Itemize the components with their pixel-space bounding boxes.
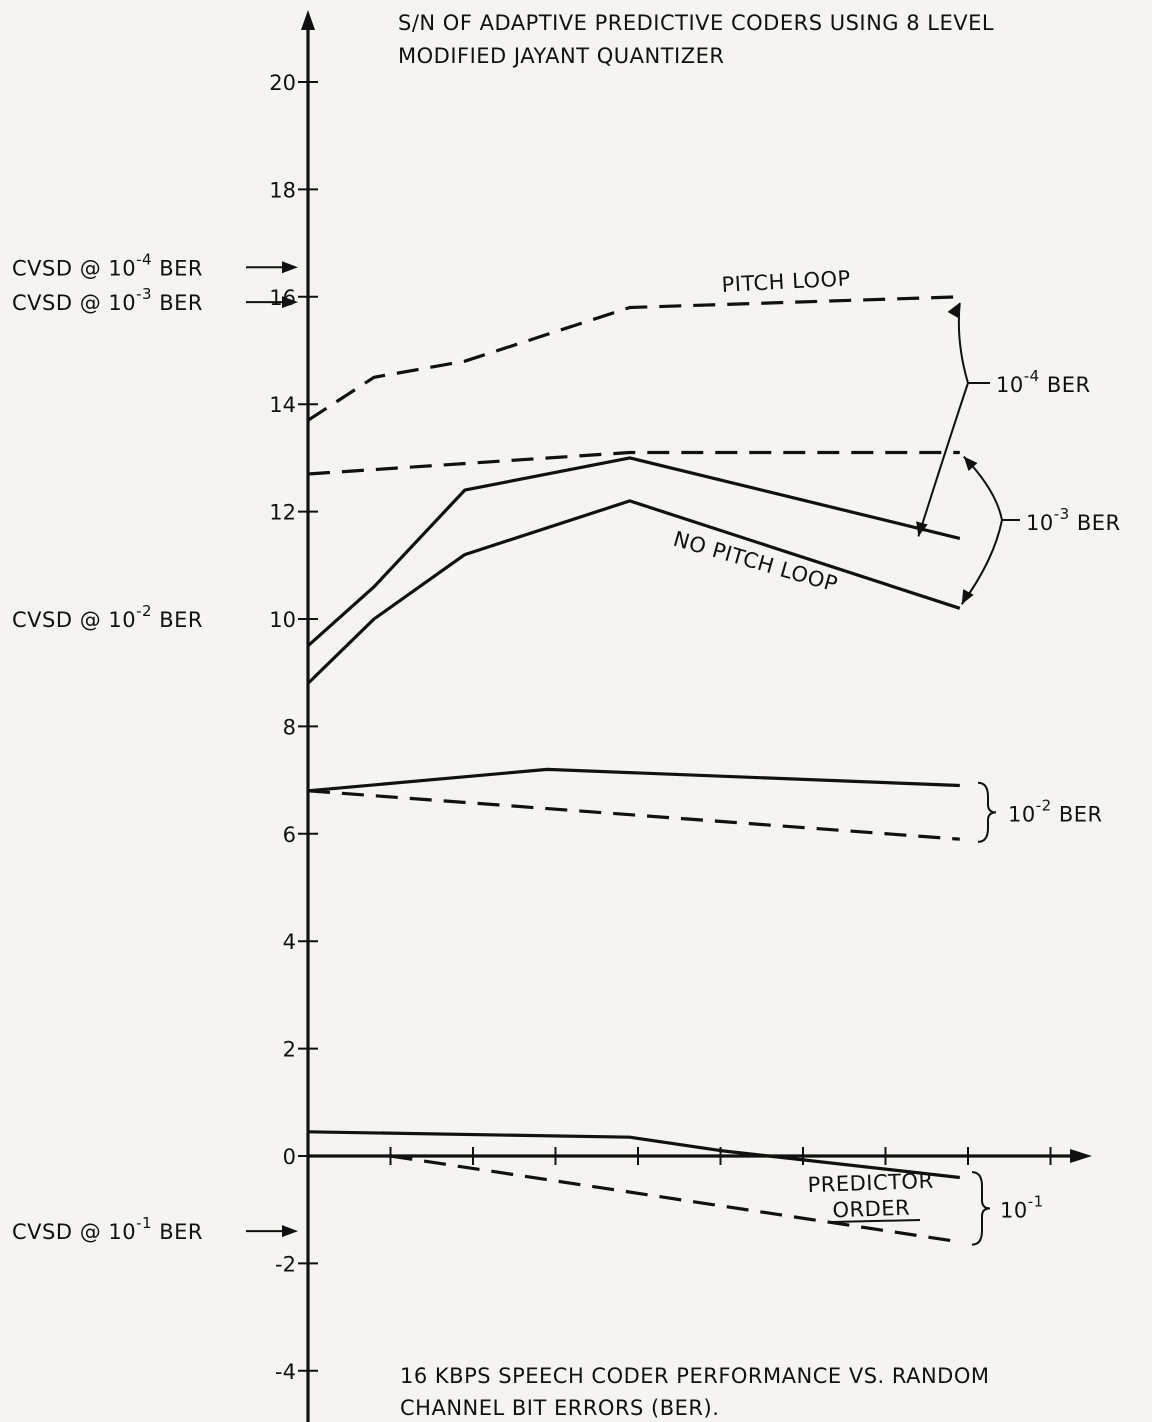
y-tick-label: 10 [269,608,296,632]
y-tick-label: -2 [275,1252,296,1276]
ber-group-label-3: 10-2 BER [1008,796,1103,826]
y-tick-label: 18 [269,178,296,202]
cvsd-marker-label-3: CVSD @ 10-2 BER [12,602,203,632]
chart-caption-line-2: CHANNEL BIT ERRORS (BER). [400,1396,719,1420]
y-tick-label: 2 [283,1038,296,1062]
x-axis-label-underline [831,1219,921,1223]
y-tick-label: 20 [269,71,296,95]
y-tick-label: 14 [269,393,296,417]
y-axis-arrow-icon [301,10,315,30]
ber-group-2-arrowhead-bottom-icon [961,589,974,605]
ber-group-4-brace [971,1171,991,1246]
cvsd-marker-arrowhead-icon-4 [282,1225,298,1238]
cvsd-marker-label-1: CVSD @ 10-4 BER [12,250,203,280]
y-tick-label: 4 [283,930,296,954]
y-tick-label: 8 [283,715,296,739]
series-line-8 [390,1154,961,1244]
chart-title-line-2: MODIFIED JAYANT QUANTIZER [398,44,724,68]
series-line-3 [307,450,960,476]
ber-group-label-2: 10-3 BER [1026,505,1121,535]
ber-group-1-arrowhead-bottom-icon [916,521,928,537]
chart-caption-line-1: 16 KBPS SPEECH CODER PERFORMANCE VS. RAN… [400,1364,990,1388]
series-line-1 [307,295,960,422]
series-line-2 [306,456,961,647]
y-tick-label: -4 [275,1360,296,1384]
ber-group-label-4: 10-1 [1000,1192,1044,1222]
y-tick-label: 0 [283,1145,296,1169]
chart-title-line-1: S/N OF ADAPTIVE PREDICTIVE CODERS USING … [398,11,994,35]
ber-group-1-bracket [917,302,970,537]
y-tick-label: 6 [283,823,296,847]
ber-group-2-bracket [960,455,1004,605]
series-line-7 [307,1130,960,1180]
cvsd-marker-label-2: CVSD @ 10-3 BER [12,285,203,315]
series-line-6 [307,789,960,841]
series-line-5 [307,767,960,793]
x-axis-arrow-icon [1070,1149,1092,1163]
ber-group-3-brace [977,781,997,843]
ber-group-label-1: 10-4 BER [996,367,1091,397]
cvsd-marker-arrowhead-icon-2 [282,296,298,309]
annotation-pitch-loop: PITCH LOOP [721,266,851,297]
cvsd-marker-arrowhead-icon-1 [282,261,298,274]
series-line-4 [306,499,961,685]
cvsd-marker-label-4: CVSD @ 10-1 BER [12,1214,203,1244]
ber-group-2-arrowhead-top-icon [963,456,978,471]
y-tick-label: 12 [269,501,296,525]
ber-group-1-arrowhead-top-icon [947,302,960,318]
x-axis-label: PREDICTORORDER [807,1169,935,1223]
